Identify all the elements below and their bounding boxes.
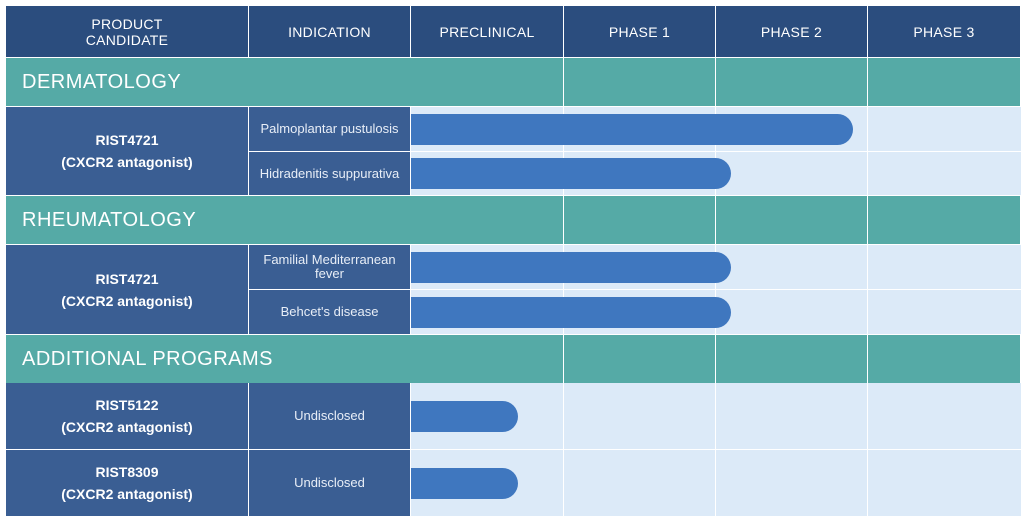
candidate-mechanism: (CXCR2 antagonist) <box>61 486 193 502</box>
phase-grid-line <box>867 383 868 449</box>
candidate-cell: RIST4721 (CXCR2 antagonist) <box>6 107 248 195</box>
indication-cell: Undisclosed <box>249 450 410 516</box>
header-product-candidate: PRODUCT CANDIDATE <box>6 6 248 57</box>
progress-bar <box>411 158 731 189</box>
candidate-name: RIST8309 <box>95 464 159 480</box>
candidate-cell: RIST8309 (CXCR2 antagonist) <box>6 450 248 516</box>
indication-cell: Familial Mediterranean fever <box>249 245 410 289</box>
indication-cell: Palmoplantar pustulosis <box>249 107 410 151</box>
candidate-name: RIST4721 <box>95 270 159 287</box>
section-title: RHEUMATOLOGY <box>22 208 197 231</box>
phase-grid-line <box>867 245 868 289</box>
section-header <box>6 196 1020 244</box>
header-preclinical: PRECLINICAL <box>411 6 563 57</box>
section-title: DERMATOLOGY <box>22 70 182 93</box>
indication-label: Behcet's disease <box>280 304 379 319</box>
row-separator <box>249 289 1021 290</box>
progress-bar <box>411 468 518 499</box>
header-phase1-label: PHASE 1 <box>608 23 671 40</box>
header-indication-label: INDICATION <box>288 23 371 40</box>
section-divider <box>563 335 564 383</box>
row-separator <box>249 151 1021 152</box>
section-divider <box>563 196 564 244</box>
section-divider <box>715 58 716 106</box>
candidate-mechanism: (CXCR2 antagonist) <box>61 292 193 309</box>
indication-cell: Undisclosed <box>249 383 410 449</box>
header-indication: INDICATION <box>249 6 410 57</box>
header-phase1: PHASE 1 <box>564 6 715 57</box>
section-divider <box>867 196 868 244</box>
header-phase3-label: PHASE 3 <box>913 23 975 40</box>
candidate-cell: RIST4721 (CXCR2 antagonist) <box>6 245 248 334</box>
indication-cell: Hidradenitis suppurativa <box>249 152 410 195</box>
candidate-mechanism: (CXCR2 antagonist) <box>61 154 193 170</box>
candidate-name: RIST4721 <box>95 132 159 148</box>
section-header <box>6 335 1020 383</box>
phase-grid-line <box>563 450 564 516</box>
candidate-name: RIST5122 <box>95 397 159 413</box>
phase-grid-line <box>563 383 564 449</box>
section-divider <box>715 335 716 383</box>
indication-label: Undisclosed <box>294 475 365 490</box>
phase-grid-line <box>867 290 868 334</box>
header-phase2-label: PHASE 2 <box>760 23 823 40</box>
phase-grid-line <box>867 450 868 516</box>
phase-grid-line <box>715 450 716 516</box>
candidate-mechanism: (CXCR2 antagonist) <box>61 419 193 435</box>
section-divider <box>867 335 868 383</box>
indication-label: Palmoplantar pustulosis <box>260 121 399 136</box>
indication-label: Familial Mediterranean fever <box>263 252 396 281</box>
progress-bar <box>411 252 731 283</box>
header-product-candidate-label: PRODUCT CANDIDATE <box>85 15 169 48</box>
indication-label: Undisclosed <box>294 408 365 423</box>
progress-bar <box>411 401 518 432</box>
progress-bar <box>411 297 731 328</box>
section-title: ADDITIONAL PROGRAMS <box>22 347 274 370</box>
candidate-separator <box>6 449 1021 450</box>
phase-grid-line <box>715 383 716 449</box>
indication-label: Hidradenitis suppurativa <box>259 165 400 181</box>
candidate-cell: RIST5122 (CXCR2 antagonist) <box>6 383 248 449</box>
progress-bar <box>411 114 853 145</box>
section-divider <box>715 196 716 244</box>
section-header <box>6 58 1020 106</box>
header-phase3: PHASE 3 <box>868 6 1020 57</box>
header-phase2: PHASE 2 <box>716 6 867 57</box>
header-preclinical-label: PRECLINICAL <box>439 23 535 40</box>
indication-cell: Behcet's disease <box>249 290 410 334</box>
section-divider <box>563 58 564 106</box>
section-divider <box>867 58 868 106</box>
phase-grid-line <box>867 152 868 195</box>
phase-grid-line <box>867 107 868 151</box>
